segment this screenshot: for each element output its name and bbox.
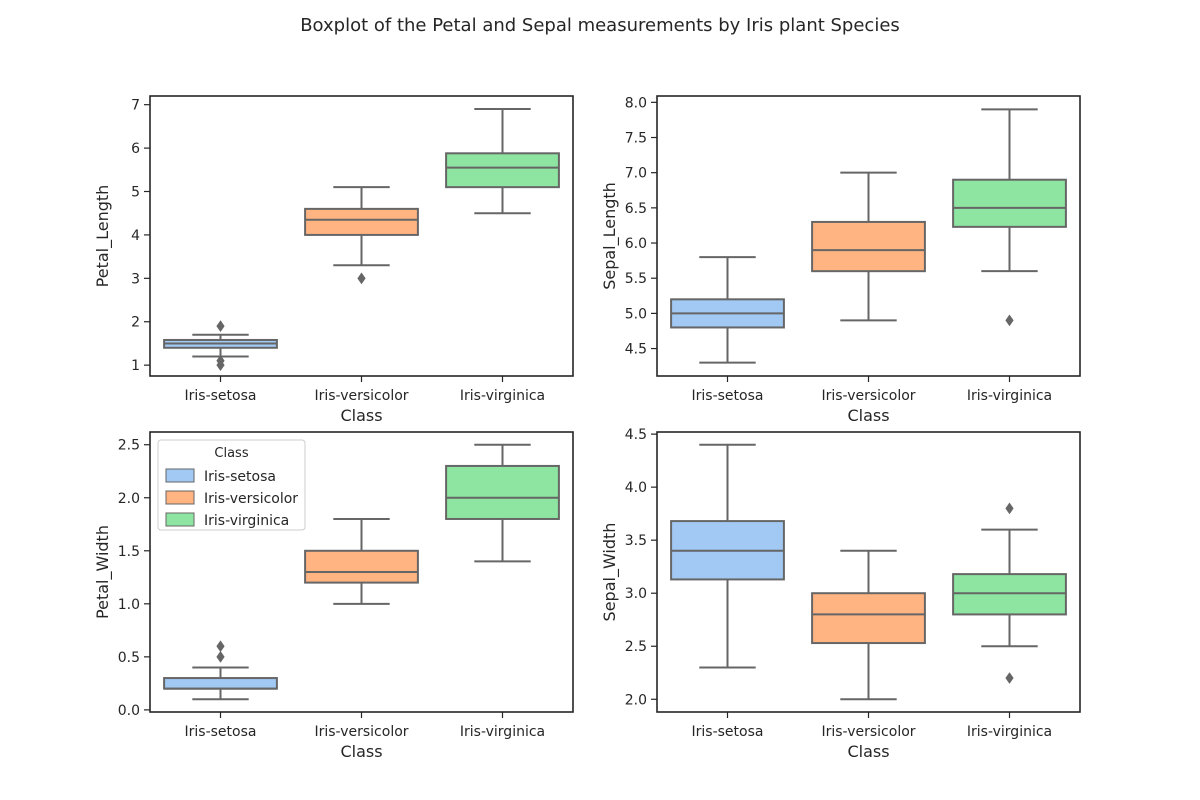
x-axis-label: Class bbox=[847, 406, 889, 425]
x-tick-label: Iris-setosa bbox=[185, 724, 257, 740]
y-tick-label: 3.5 bbox=[625, 533, 647, 549]
box-body bbox=[952, 573, 1067, 616]
subplot-2: 4.5 5.0 5.5 6.0 6.5 7.0 7.5 8.0 Iris-setosa Iris-… bbox=[600, 95, 1081, 425]
y-tick-label: 5.5 bbox=[625, 271, 647, 287]
y-tick-label: 2.0 bbox=[625, 692, 647, 708]
box-body bbox=[811, 592, 926, 645]
y-tick-label: 2.5 bbox=[625, 639, 647, 655]
x-tick-label: Iris-setosa bbox=[185, 388, 257, 404]
box-body bbox=[445, 464, 560, 520]
subplot-3: 0.0 0.5 1.0 1.5 2.0 2.5 Iris-setosa Iris-versic… bbox=[93, 431, 574, 761]
axes-frame bbox=[149, 95, 574, 377]
legend-label: Iris-versicolor bbox=[204, 491, 298, 507]
box-iris-virginica bbox=[952, 108, 1067, 327]
legend-swatch bbox=[165, 512, 195, 527]
box-iris-versicolor bbox=[811, 171, 926, 322]
box-body bbox=[304, 207, 419, 236]
y-tick-label: 1.0 bbox=[118, 597, 140, 613]
y-tick-label: 2 bbox=[131, 315, 140, 331]
y-tick-label: 5.0 bbox=[625, 306, 647, 322]
y-tick-label: 0.5 bbox=[118, 650, 140, 666]
figure-title: Boxplot of the Petal and Sepal measureme… bbox=[300, 15, 900, 36]
box-iris-virginica bbox=[952, 502, 1067, 684]
box-iris-versicolor bbox=[811, 549, 926, 701]
legend-swatch bbox=[165, 468, 195, 483]
x-tick-label: Iris-virginica bbox=[967, 724, 1052, 740]
outlier-point bbox=[1005, 314, 1014, 327]
box-iris-setosa bbox=[670, 443, 785, 669]
y-axis-label: Petal_Width bbox=[93, 525, 113, 619]
legend-title: Class bbox=[214, 446, 248, 461]
box-iris-versicolor bbox=[304, 186, 419, 285]
x-axis-label: Class bbox=[847, 742, 889, 761]
x-axis-label: Class bbox=[340, 406, 382, 425]
y-tick-label: 8.0 bbox=[625, 95, 647, 111]
y-tick-label: 2.0 bbox=[118, 491, 140, 507]
axes-frame bbox=[149, 431, 574, 713]
outlier-point bbox=[1005, 672, 1014, 684]
legend-swatch bbox=[165, 490, 195, 505]
y-tick-label: 1 bbox=[131, 358, 140, 374]
x-tick-label: Iris-virginica bbox=[460, 388, 545, 404]
x-tick-label: Iris-versicolor bbox=[821, 724, 915, 740]
legend-frame bbox=[157, 439, 306, 531]
y-axis-label: Sepal_Length bbox=[600, 182, 620, 290]
box-body bbox=[163, 677, 278, 690]
outlier-point bbox=[216, 640, 225, 653]
box-iris-setosa bbox=[163, 640, 278, 701]
y-tick-label: 7.0 bbox=[625, 166, 647, 182]
legend-label: Iris-virginica bbox=[204, 513, 289, 529]
y-tick-label: 0.0 bbox=[118, 703, 140, 719]
y-tick-label: 5 bbox=[131, 185, 140, 201]
y-tick-label: 7.5 bbox=[625, 131, 647, 147]
y-tick-label: 2.5 bbox=[118, 438, 140, 454]
x-tick-label: Iris-versicolor bbox=[314, 388, 408, 404]
x-tick-label: Iris-virginica bbox=[460, 724, 545, 740]
box-iris-virginica bbox=[445, 108, 560, 215]
y-tick-label: 1.5 bbox=[118, 544, 140, 560]
box-body bbox=[952, 178, 1067, 228]
x-axis-label: Class bbox=[340, 742, 382, 761]
axes-frame bbox=[656, 431, 1081, 713]
legend-label: Iris-setosa bbox=[204, 469, 276, 485]
x-tick-label: Iris-versicolor bbox=[821, 388, 915, 404]
y-axis-label: Petal_Length bbox=[93, 185, 113, 288]
y-tick-label: 4 bbox=[131, 228, 140, 244]
outlier-point bbox=[216, 354, 225, 367]
box-body bbox=[445, 152, 560, 189]
box-body bbox=[304, 549, 419, 584]
subplot-4: 2.0 2.5 3.0 3.5 4.0 4.5 Iris-setosa Iris-versic… bbox=[600, 427, 1081, 761]
y-tick-label: 6.5 bbox=[625, 201, 647, 217]
y-tick-label: 3.0 bbox=[625, 586, 647, 602]
box-body bbox=[811, 220, 926, 273]
x-tick-label: Iris-versicolor bbox=[314, 724, 408, 740]
outlier-point bbox=[216, 320, 225, 332]
y-tick-label: 4.5 bbox=[625, 342, 647, 358]
y-tick-label: 4.5 bbox=[625, 427, 647, 443]
outlier-point bbox=[357, 272, 366, 285]
box-iris-setosa bbox=[163, 320, 278, 372]
box-iris-setosa bbox=[670, 256, 785, 364]
y-tick-label: 3 bbox=[131, 271, 140, 287]
outlier-point bbox=[216, 650, 225, 663]
x-tick-label: Iris-setosa bbox=[692, 724, 764, 740]
y-tick-label: 6 bbox=[131, 141, 140, 157]
box-iris-versicolor bbox=[304, 517, 419, 605]
y-tick-label: 6.0 bbox=[625, 236, 647, 252]
outlier-point bbox=[1005, 502, 1014, 515]
axes-frame bbox=[656, 95, 1081, 377]
y-tick-label: 7 bbox=[131, 98, 140, 114]
x-tick-label: Iris-setosa bbox=[692, 388, 764, 404]
legend: Class Iris-setosa Iris-versicolor Iris-virg… bbox=[157, 439, 306, 531]
subplot-1: 1 2 3 4 5 6 7 Iris-setosa Iris-versicolor Iris-vi… bbox=[93, 95, 574, 425]
x-tick-label: Iris-virginica bbox=[967, 388, 1052, 404]
y-tick-label: 4.0 bbox=[625, 480, 647, 496]
box-iris-virginica bbox=[445, 443, 560, 563]
y-axis-label: Sepal_Width bbox=[600, 523, 620, 622]
